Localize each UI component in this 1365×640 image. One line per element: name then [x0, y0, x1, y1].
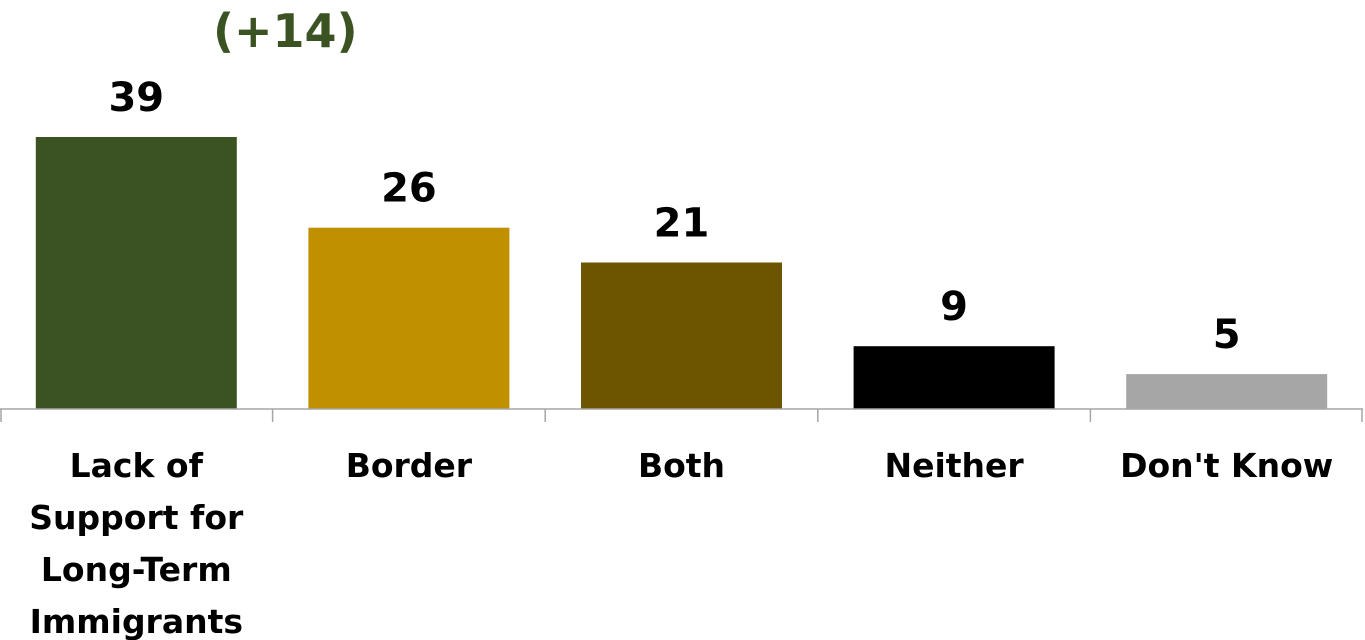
value-label-0: 39 — [108, 75, 164, 121]
bar-4 — [1126, 374, 1328, 409]
bars-group — [35, 137, 1328, 409]
value-label-4: 5 — [1213, 312, 1241, 358]
category-label-line: Immigrants — [30, 602, 243, 640]
category-label-line: Both — [638, 446, 725, 485]
bar-2 — [581, 262, 782, 409]
value-label-3: 9 — [940, 284, 968, 330]
category-label-line: Border — [346, 446, 473, 485]
category-label-3: Neither — [884, 446, 1024, 485]
bar-0 — [35, 137, 237, 409]
category-label-line: Long-Term — [41, 550, 232, 589]
value-label-2: 21 — [654, 201, 710, 247]
category-label-0: Lack of Support for Long-Term Immigrants — [29, 446, 244, 640]
bar-1 — [308, 227, 510, 409]
annotations-group: (+14) — [213, 4, 358, 58]
value-label-1: 26 — [381, 166, 437, 212]
category-label-line: Lack of — [70, 446, 204, 485]
annotation-0: (+14) — [213, 4, 358, 58]
category-label-2: Both — [638, 446, 725, 485]
category-label-line: Support for — [29, 498, 244, 537]
category-label-4: Don't Know — [1120, 446, 1333, 485]
category-label-line: Neither — [884, 446, 1024, 485]
category-label-line: Don't Know — [1120, 446, 1333, 485]
value-labels-group: 39 26 21 9 5 — [108, 75, 1240, 358]
x-axis — [0, 408, 1363, 422]
category-labels-group: Lack of Support for Long-Term Immigrants Bor… — [29, 446, 1333, 640]
bar-3 — [853, 346, 1055, 409]
category-label-1: Border — [346, 446, 473, 485]
